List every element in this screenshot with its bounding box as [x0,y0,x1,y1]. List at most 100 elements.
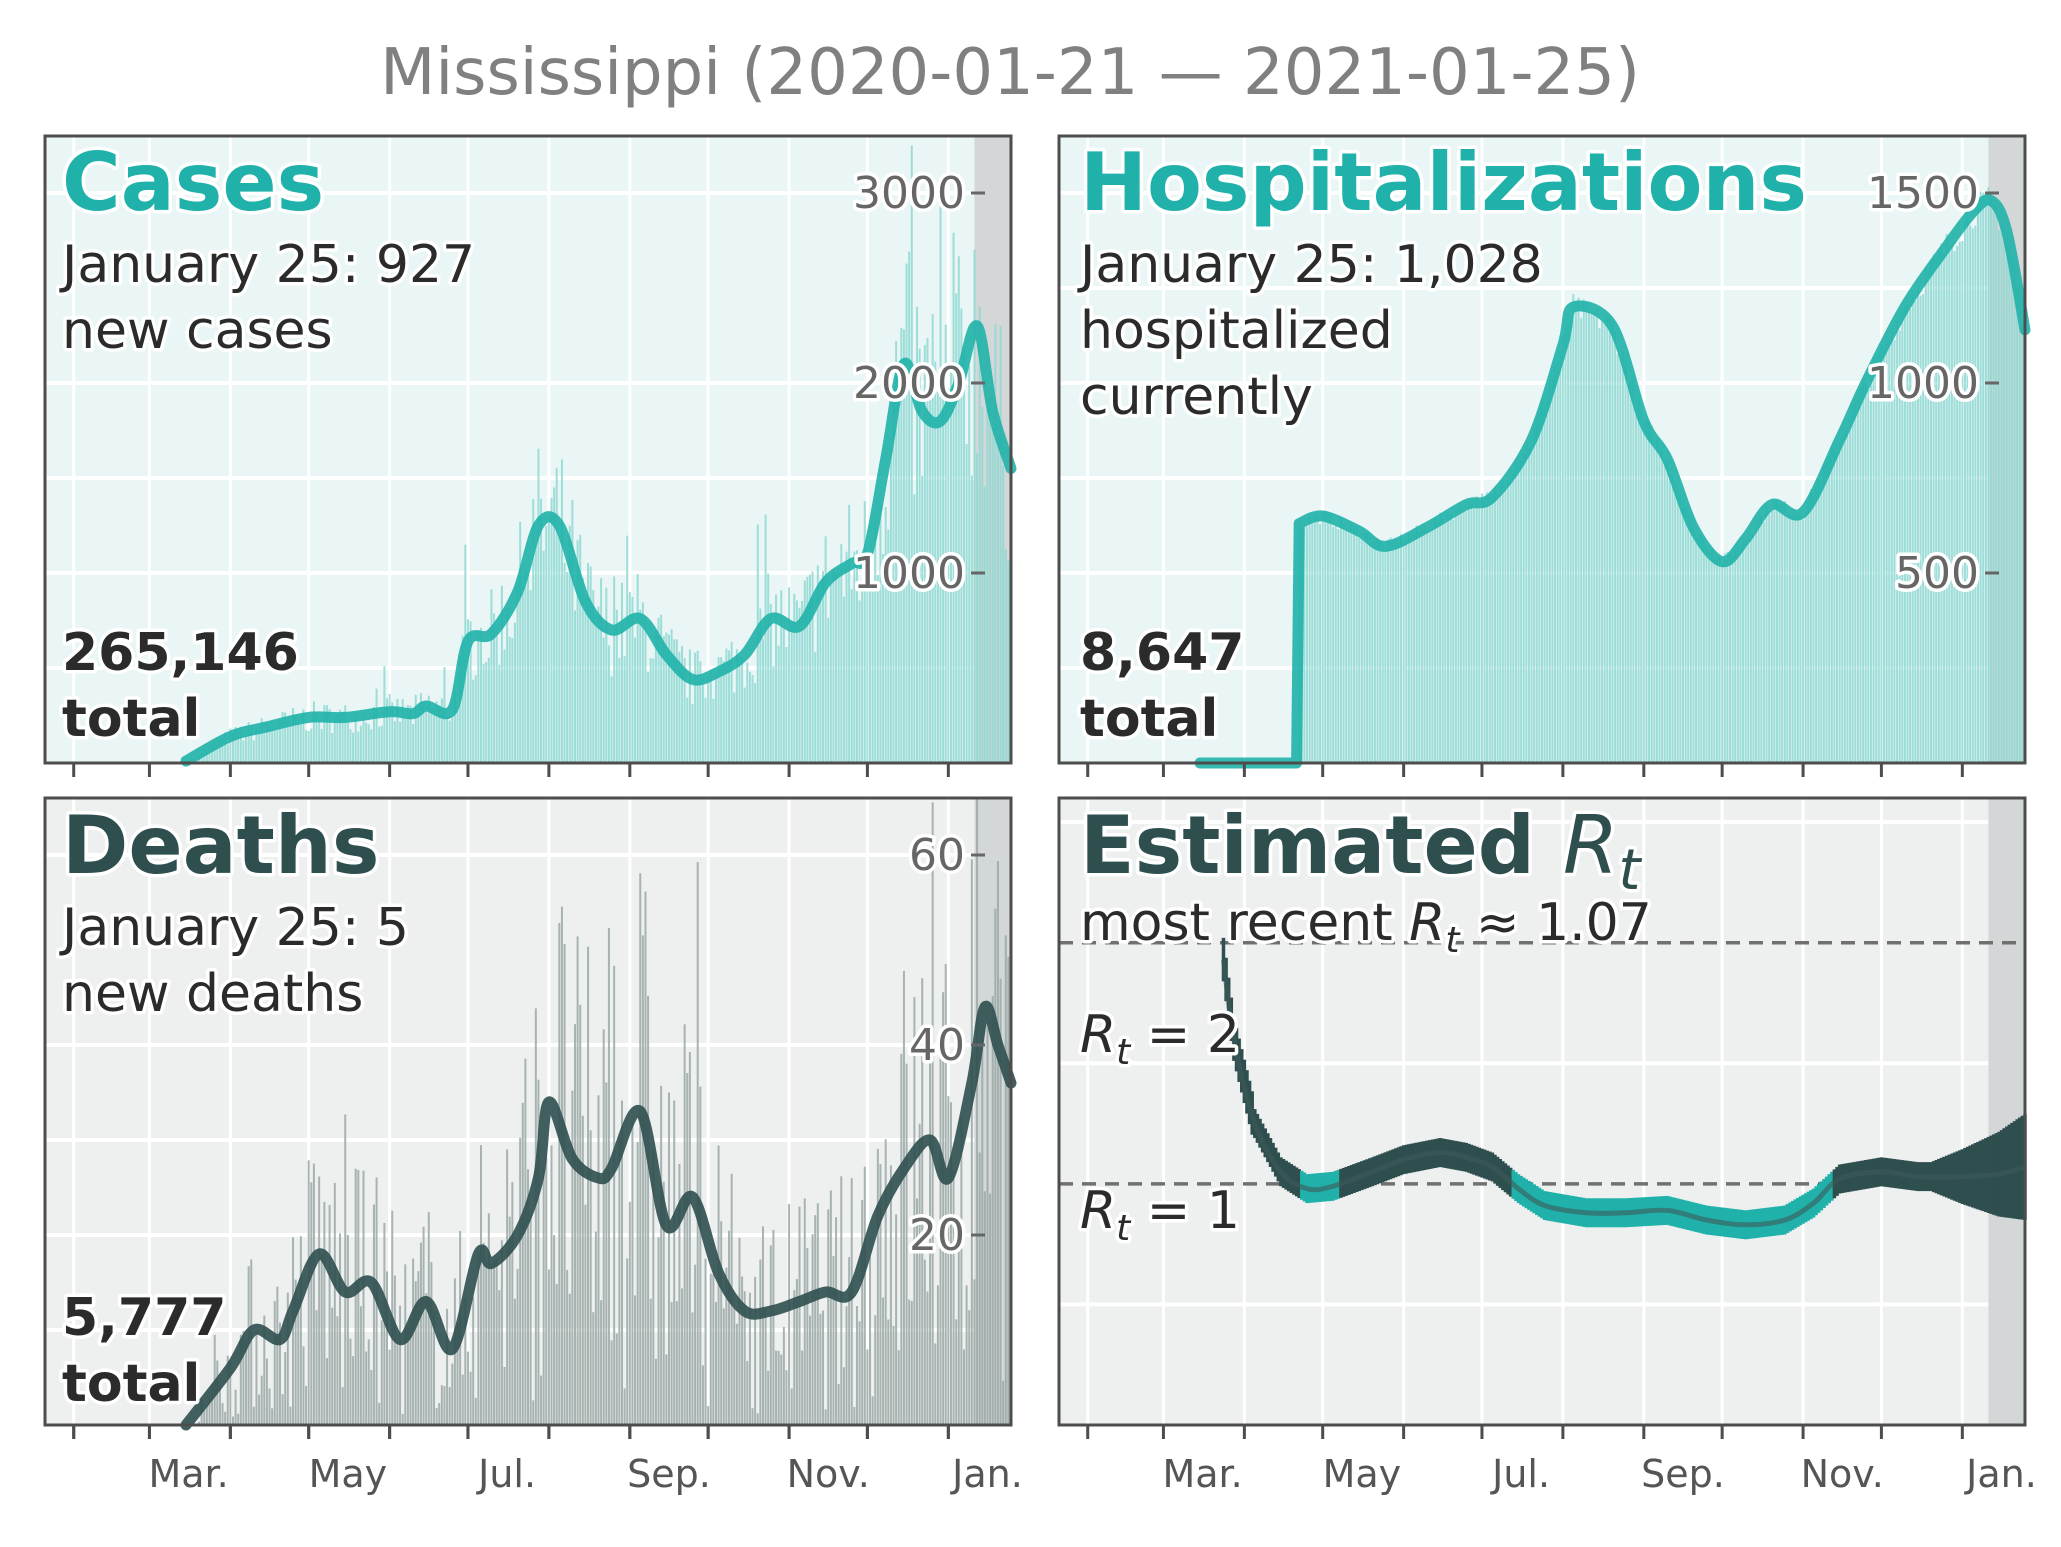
daily-bar [1574,301,1577,763]
daily-bar [2013,269,2016,763]
daily-bar [218,1385,221,1425]
daily-bar [1726,551,1729,763]
daily-bar [547,1269,550,1425]
daily-bar [707,676,710,763]
daily-bar [902,970,905,1425]
daily-bar [310,728,313,763]
daily-bar [785,1370,788,1425]
daily-bar [519,1137,522,1425]
daily-bar [553,487,556,763]
daily-bar [733,1307,736,1425]
daily-bar [769,604,772,763]
daily-bar [1520,460,1523,763]
daily-bar [393,721,396,763]
daily-bar [1405,539,1408,763]
daily-bar [1681,507,1684,763]
daily-bar [772,1229,775,1425]
daily-bar [540,498,543,763]
daily-bar [474,675,477,763]
daily-bar [1527,448,1530,763]
daily-bar [1483,495,1486,763]
daily-bar [357,731,360,763]
daily-bar [694,1264,697,1425]
daily-bar [887,529,890,763]
daily-bar [1666,460,1669,763]
daily-bar [560,906,563,1425]
daily-bar [1791,514,1794,763]
daily-bar [555,468,558,763]
daily-bar [1452,519,1455,763]
daily-bar [1945,233,1948,763]
daily-bar [1337,529,1340,763]
daily-bar [352,732,355,763]
daily-bar [1433,517,1436,763]
daily-bar [529,589,532,763]
daily-bar [292,1237,295,1425]
daily-bar [1752,535,1755,763]
daily-bar [1567,328,1570,763]
daily-bar [714,1302,717,1425]
daily-bar [587,946,590,1425]
daily-bar [2010,256,2013,763]
daily-bar [738,1237,741,1425]
daily-bar [712,1274,715,1425]
daily-bar [1728,553,1731,763]
daily-bar [675,639,678,763]
daily-bar [550,498,553,763]
daily-bar [1668,473,1671,763]
daily-bar [1329,512,1332,763]
daily-bar [1883,349,1886,763]
daily-bar [994,324,997,763]
daily-bar [260,1375,263,1425]
daily-bar [323,1202,326,1425]
daily-bar [808,1315,811,1425]
daily-bar [466,619,469,763]
daily-bar [320,728,323,763]
daily-bar [289,721,292,763]
daily-bar [576,540,579,763]
daily-bar [451,717,454,763]
daily-bar [1634,407,1637,763]
daily-bar [1836,451,1839,763]
daily-bar [957,1241,960,1425]
daily-bar [662,1181,665,1425]
daily-bar [258,1394,261,1425]
y-tick-label: 3000 [853,168,965,219]
daily-bar [1922,294,1925,763]
daily-bar [1449,513,1452,763]
daily-bar [1807,501,1810,763]
deaths-panel: 20 40 60 Mar. May Jul. Sep. Nov. Jan. [43,796,1023,1496]
daily-bar [848,1257,851,1425]
daily-bar [597,1095,600,1425]
y-tick-label: 2000 [853,358,965,409]
daily-bar [276,729,279,763]
daily-bar [691,704,694,763]
y-tick-label: 1500 [1867,168,1979,219]
daily-bar [882,1297,885,1425]
daily-bar [237,736,240,763]
daily-bar [1809,489,1812,763]
daily-bar [866,570,869,763]
daily-bar [318,718,321,763]
daily-bar [615,609,618,763]
daily-bar [493,613,496,763]
daily-bars [198,798,1013,1425]
rt-ref1-label: Rt = 1 [1080,1181,1240,1249]
daily-bar [362,1170,365,1425]
daily-bar [811,571,814,763]
daily-bar [855,550,858,763]
daily-bar [516,585,519,763]
daily-bar [378,726,381,763]
deaths-total-value: 5,777 [62,1288,226,1348]
daily-bar [798,1206,801,1425]
daily-bar [1958,242,1961,764]
daily-bar [1392,541,1395,763]
daily-bar [889,1165,892,1425]
daily-bar [1713,558,1716,763]
rt-subtitle: most recent Rt ≈ 1.07 [1080,893,1652,961]
daily-bar [879,1164,882,1425]
daily-bar [853,1406,856,1425]
daily-bar [900,1053,903,1425]
daily-bar [490,589,493,763]
daily-bar [931,802,934,1425]
